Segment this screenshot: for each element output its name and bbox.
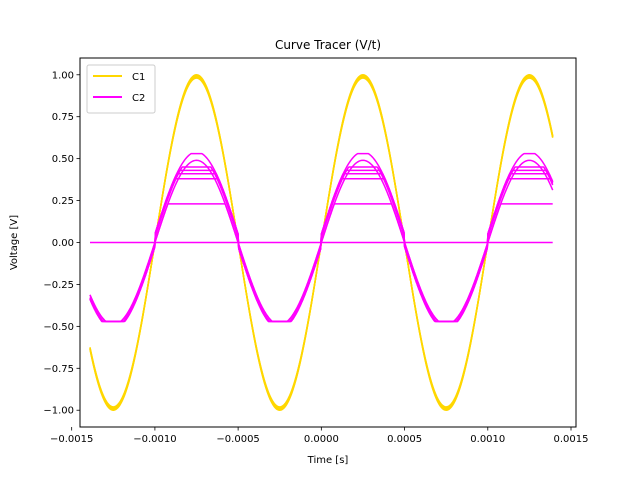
series-c2-trace xyxy=(89,178,554,323)
x-axis-ticks: −0.0015 −0.0010 −0.0005 0.0000 0.0005 0.0010 0… xyxy=(50,427,589,445)
legend: C1 C2 xyxy=(86,64,156,114)
x-tick-label: 0.0000 xyxy=(304,434,339,445)
x-tick-label: −0.0010 xyxy=(133,434,176,445)
y-tick-label: 0.00 xyxy=(52,238,74,249)
y-tick-label: 0.50 xyxy=(52,154,74,165)
legend-label-c1: C1 xyxy=(132,72,145,83)
x-tick-label: 0.0010 xyxy=(470,434,505,445)
y-tick-label: −0.50 xyxy=(43,322,74,333)
y-tick-label: −0.25 xyxy=(43,280,74,291)
x-axis-label: Time [s] xyxy=(307,455,349,466)
y-tick-label: 0.25 xyxy=(52,196,74,207)
x-tick-label: −0.0005 xyxy=(216,434,259,445)
y-tick-label: 0.75 xyxy=(52,112,74,123)
y-axis-label: Voltage [V] xyxy=(9,215,20,270)
plot-frame xyxy=(79,57,577,428)
x-tick-label: −0.0015 xyxy=(50,434,93,445)
y-tick-label: 1.00 xyxy=(52,70,74,81)
plot-lines xyxy=(89,74,554,411)
y-tick-label: −1.00 xyxy=(43,406,74,417)
y-axis-ticks: −1.00 −0.75 −0.50 −0.25 0.00 0.25 0.50 0.75 1.00 xyxy=(43,70,80,417)
x-tick-label: 0.0005 xyxy=(387,434,422,445)
legend-label-c2: C2 xyxy=(132,93,145,104)
x-tick-label: 0.0015 xyxy=(554,434,589,445)
y-tick-label: −0.75 xyxy=(43,364,74,375)
chart-title: Curve Tracer (V/t) xyxy=(275,38,381,52)
